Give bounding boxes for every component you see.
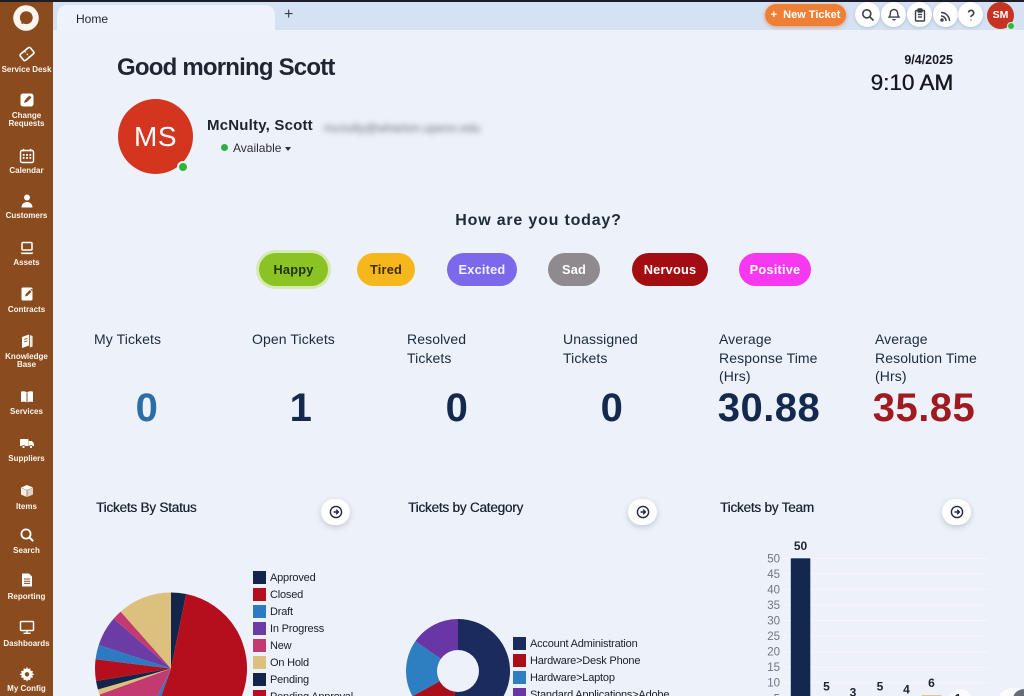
svg-text:5: 5 <box>823 679 830 693</box>
svg-text:30: 30 <box>767 616 780 628</box>
svg-text:5: 5 <box>774 693 780 696</box>
svg-text:35: 35 <box>767 600 780 612</box>
svg-text:10: 10 <box>767 678 780 690</box>
svg-text:50: 50 <box>767 553 780 565</box>
svg-text:15: 15 <box>767 662 780 674</box>
svg-text:1: 1 <box>955 692 962 696</box>
svg-text:3: 3 <box>850 686 857 696</box>
svg-text:25: 25 <box>767 631 780 643</box>
svg-text:50: 50 <box>794 539 808 553</box>
svg-text:6: 6 <box>928 676 935 690</box>
svg-text:40: 40 <box>767 584 780 596</box>
svg-text:45: 45 <box>767 569 780 581</box>
svg-text:20: 20 <box>767 647 780 659</box>
svg-text:5: 5 <box>877 679 884 693</box>
svg-text:4: 4 <box>903 682 910 696</box>
